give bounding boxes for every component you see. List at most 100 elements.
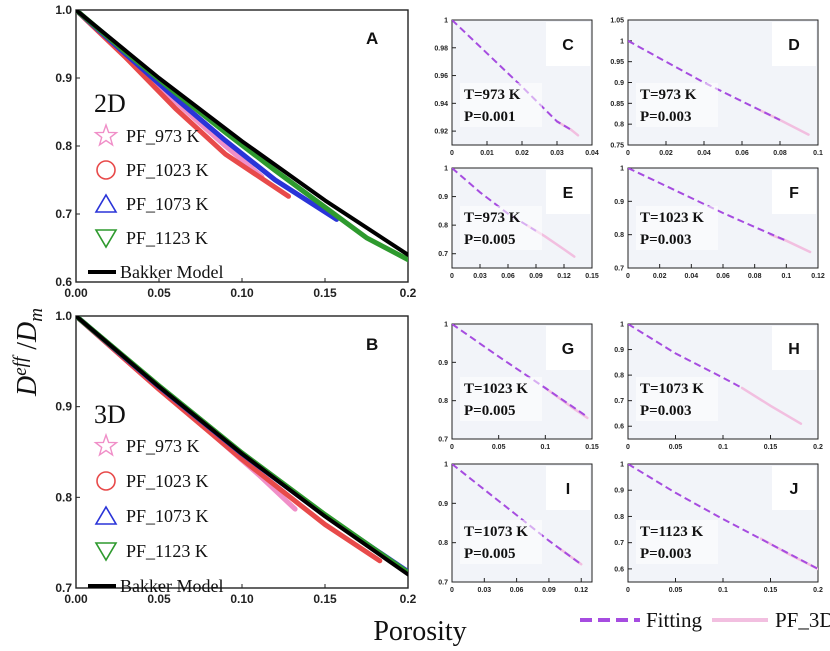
x-tick-label: 0.05 — [669, 587, 683, 594]
panel-letter: B — [366, 335, 378, 354]
panel-f: 0 0.02 0.04 0.06 0.08 0.1 0.12 0.7 0.8 0.9 1 F T=102… — [614, 166, 825, 281]
annotation-temperature: T=1073 K — [464, 524, 528, 540]
x-tick-label: 0.2 — [400, 286, 417, 300]
y-tick-label: 1.05 — [610, 18, 624, 25]
y-tick-label: 1 — [620, 322, 624, 329]
legend-label: PF_973 K — [126, 126, 200, 146]
dimension-label: 3D — [94, 400, 126, 429]
y-tick-label: 0.9 — [438, 360, 448, 367]
series-line-fitting — [628, 39, 781, 121]
y-tick-label: 0.94 — [434, 101, 448, 108]
annotation-pressure: P=0.005 — [464, 403, 515, 419]
panel-letter: A — [366, 29, 378, 48]
y-tick-label: 0.6 — [614, 566, 624, 573]
y-tick-label: 0.7 — [614, 398, 624, 405]
annotation-backdrop — [636, 520, 718, 564]
legend-marker-star — [93, 122, 119, 147]
panel-letter-box — [546, 170, 590, 214]
panel-letter-box — [772, 170, 816, 214]
annotation-backdrop — [636, 377, 718, 421]
panel-letter-box — [772, 22, 816, 66]
y-tick-label: 0.9 — [614, 80, 624, 87]
series-group — [628, 39, 810, 136]
annotation-temperature: T=1073 K — [640, 381, 704, 397]
x-tick-label: 0.10 — [230, 286, 254, 300]
y-tick-label: 0.8 — [614, 373, 624, 380]
panel-h: 0 0.05 0.1 0.15 0.2 0.6 0.7 0.8 0.9 1 H T=1073 K P=0… — [614, 322, 823, 452]
x-tick-label: 0.03 — [473, 273, 487, 280]
y-tick-label: 0.8 — [438, 540, 448, 547]
panel-c: 0 0.01 0.02 0.03 0.04 0.92 0.94 0.96 0.98 1 C T=973… — [434, 18, 599, 158]
series-line-fitting — [452, 324, 588, 418]
series-group — [452, 464, 583, 566]
y-tick-label: 0.8 — [614, 514, 624, 521]
series-line-pf-3d — [759, 537, 818, 571]
y-tick-label: 1.0 — [55, 309, 72, 323]
y-tick-label: 0.8 — [614, 122, 624, 129]
legend-marker-circle — [96, 160, 116, 180]
y-tick-label: 0.7 — [438, 251, 448, 258]
annotation-temperature: T=973 K — [464, 87, 521, 103]
x-tick-label: 0.02 — [659, 150, 673, 157]
x-tick-label: 0.08 — [748, 273, 762, 280]
legend-label: PF_1023 K — [126, 160, 209, 180]
y-tick-label: 0.7 — [438, 580, 448, 587]
annotation-backdrop — [460, 377, 542, 421]
x-tick-label: 0.03 — [477, 587, 491, 594]
y-tick-label: 0.8 — [438, 398, 448, 405]
x-tick-label: 0.12 — [811, 273, 825, 280]
x-tick-label: 0.15 — [764, 587, 778, 594]
y-tick-label: 0.6 — [55, 275, 72, 289]
series-line-bakker-model — [76, 10, 408, 257]
series-group — [452, 324, 589, 420]
y-tick-label: 0.8 — [438, 223, 448, 230]
panel-letter-box — [546, 466, 590, 510]
panel-a: 0.00 0.05 0.10 0.15 0.20.60.70.80.91.0A2DPF_… — [55, 3, 416, 300]
x-tick-label: 0.15 — [585, 273, 599, 280]
series-group — [628, 324, 803, 425]
legend-label: Bakker Model — [120, 576, 223, 596]
x-tick-label: 0 — [626, 587, 630, 594]
x-tick-label: 0.1 — [813, 150, 823, 157]
x-tick-label: 0 — [450, 150, 454, 157]
panel-letter-box — [772, 326, 816, 370]
y-tick-label: 0.7 — [55, 207, 72, 221]
legend-label: PF_1073 K — [126, 506, 209, 526]
x-tick-label: 0.05 — [147, 592, 171, 606]
series-group — [628, 464, 818, 571]
legend-marker-triangle-up — [94, 505, 118, 525]
y-tick-label: 1.0 — [55, 3, 72, 17]
x-tick-label: 0.2 — [813, 587, 823, 594]
y-tick-label: 0.7 — [438, 437, 448, 444]
annotation-pressure: P=0.001 — [464, 109, 515, 125]
y-tick-label: 0.9 — [614, 347, 624, 354]
panel-i: 0 0.03 0.06 0.09 0.12 0.7 0.8 0.9 1 I T=1073 K P=0.… — [438, 462, 593, 594]
series-line-bakker-model — [76, 316, 408, 577]
y-tick-label: 0.9 — [614, 199, 624, 206]
y-tick-label: 0.8 — [614, 232, 624, 239]
panel-letter-box — [772, 466, 816, 510]
annotation-pressure: P=0.003 — [640, 403, 691, 419]
x-tick-label: 0 — [450, 273, 454, 280]
legend-label: Bakker Model — [120, 262, 223, 282]
panel-letter-box — [546, 326, 590, 370]
annotation-backdrop — [460, 520, 542, 564]
y-tick-label: 0.9 — [438, 501, 448, 508]
x-tick-label: 0 — [450, 444, 454, 451]
panel-j: 0 0.05 0.1 0.15 0.2 0.6 0.7 0.8 0.9 1 J T=1123 K P=0… — [614, 462, 823, 595]
y-tick-label: 0.92 — [434, 129, 448, 136]
annotation-backdrop — [460, 206, 542, 250]
x-tick-label: 0.04 — [585, 150, 599, 157]
panel-letter-box — [546, 22, 590, 66]
y-tick-label: 0.96 — [434, 73, 448, 80]
series-line-fitting — [628, 464, 818, 570]
y-tick-label: 0.7 — [614, 266, 624, 273]
y-tick-label: 0.9 — [55, 400, 72, 414]
y-tick-label: 1 — [444, 18, 448, 25]
annotation-backdrop — [636, 206, 718, 250]
x-tick-label: 0 — [626, 273, 630, 280]
y-tick-label: 0.7 — [55, 581, 72, 595]
y-tick-label: 0.75 — [610, 143, 624, 150]
x-axis-title: Porosity — [373, 616, 466, 647]
